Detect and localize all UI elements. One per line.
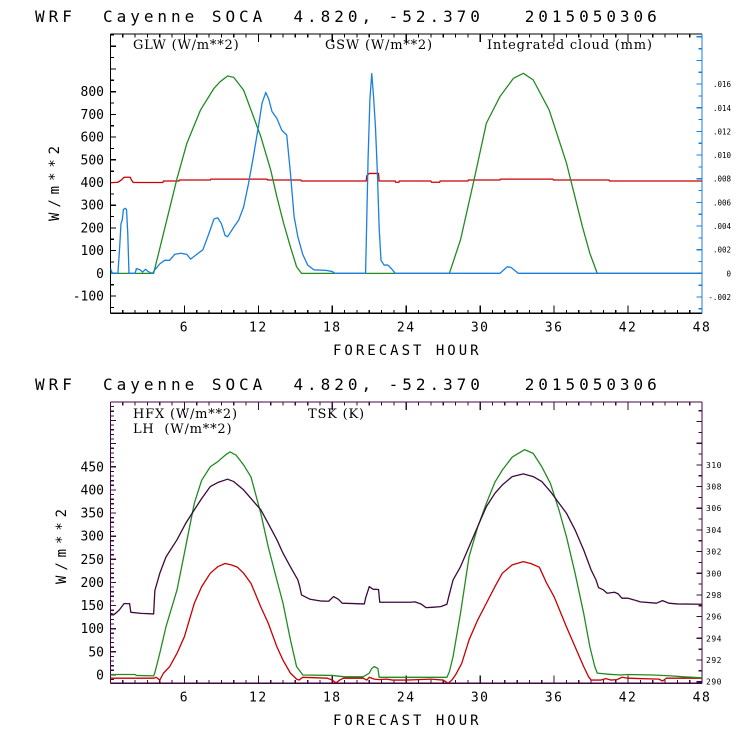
- y-axis-label: W/m**2: [47, 141, 63, 221]
- x-tick-label: 30: [471, 690, 490, 705]
- chart-title: WRF Cayenne SOCA 4.820, -52.370 20150503…: [35, 7, 661, 26]
- y-tick-label: 800: [81, 85, 104, 100]
- series-line-tsk: [110, 473, 702, 616]
- x-tick-label: 12: [249, 690, 268, 705]
- x-tick-label: 30: [471, 320, 490, 335]
- y2-tick-label: 290: [706, 678, 722, 687]
- y-tick-label: 50: [88, 645, 104, 660]
- y2-tick-label: 292: [706, 656, 722, 665]
- x-tick-label: 42: [619, 690, 638, 705]
- x-tick-label: 6: [180, 320, 189, 335]
- y-tick-label: 100: [81, 622, 104, 637]
- y-tick-label: 400: [81, 483, 104, 498]
- y-axis-label: W/m**2: [54, 504, 70, 584]
- radiation-cloud-chart: WRF Cayenne SOCA 4.820, -52.370 20150503…: [35, 7, 731, 359]
- y-tick-label: 300: [81, 199, 104, 214]
- legend-glw: GLW (W/m**2): [133, 38, 239, 53]
- y-tick-label: 500: [81, 153, 104, 168]
- y2-tick-label: 304: [706, 526, 722, 535]
- y-tick-label: 400: [81, 176, 104, 191]
- y2-tick-label: 300: [706, 569, 722, 578]
- y2-tick-label: 310: [706, 461, 722, 470]
- legend-tsk: TSK (K): [308, 407, 365, 422]
- series-line-integrated-cloud: [110, 72, 702, 274]
- y2-tick-label: .006: [713, 198, 732, 207]
- y-tick-label: 0: [96, 668, 104, 683]
- y2-tick-label: .008: [713, 175, 732, 184]
- x-tick-label: 18: [323, 690, 342, 705]
- y2-tick-label: 0: [726, 269, 731, 278]
- y-tick-label: 200: [81, 221, 104, 236]
- x-tick-label: 24: [397, 320, 416, 335]
- legend-hfx: HFX (W/m**2): [133, 407, 238, 422]
- x-tick-label: 24: [397, 690, 416, 705]
- y-tick-label: 600: [81, 131, 104, 146]
- y2-tick-label: .016: [713, 80, 732, 89]
- y2-tick-label: 302: [706, 548, 722, 557]
- legend-lh: LH (W/m**2): [133, 422, 232, 437]
- flux-skin-temperature-chart: WRF Cayenne SOCA 4.820, -52.370 20150503…: [35, 375, 722, 729]
- x-tick-label: 48: [693, 690, 712, 705]
- series-line-glw: [110, 172, 702, 184]
- x-axis-label: FORECAST HOUR: [333, 713, 482, 729]
- y2-tick-label: .010: [713, 151, 732, 160]
- series-line-hfx: [110, 560, 702, 684]
- series-lines: [110, 449, 702, 684]
- axes: 6 12 18 24 30 36 42 48 -100 0 100 200 300 400 500 600 70…: [73, 33, 732, 335]
- y2-tick-label: 308: [706, 483, 722, 492]
- x-tick-label: 12: [249, 320, 268, 335]
- series-line-lh: [110, 449, 702, 679]
- y2-tick-label: .004: [713, 222, 732, 231]
- legend-integrated-cloud: Integrated cloud (mm): [487, 38, 653, 53]
- y2-tick-label: 294: [706, 634, 722, 643]
- y-tick-label: 450: [81, 460, 104, 475]
- y2-tick-label: 298: [706, 591, 722, 600]
- y-tick-label: 0: [96, 267, 104, 282]
- y-tick-label: 150: [81, 599, 104, 614]
- axes: 6 12 18 24 30 36 42 48 0 50 100 150 200 250 300 350 400 4…: [81, 401, 722, 705]
- y-tick-label: 350: [81, 507, 104, 522]
- y-tick-label: 700: [81, 108, 104, 123]
- y-tick-label: 200: [81, 576, 104, 591]
- chart-title: WRF Cayenne SOCA 4.820, -52.370 20150503…: [35, 375, 661, 394]
- x-tick-label: 6: [180, 690, 189, 705]
- y-tick-label: -100: [73, 290, 104, 305]
- x-axis-label: FORECAST HOUR: [333, 343, 482, 359]
- x-tick-label: 36: [545, 690, 564, 705]
- y-tick-label: 100: [81, 244, 104, 259]
- y-tick-label: 250: [81, 553, 104, 568]
- y2-tick-label: -.002: [708, 293, 731, 302]
- y2-tick-label: .002: [713, 246, 731, 255]
- y2-tick-label: .012: [713, 127, 731, 136]
- legend-gsw: GSW (W/m**2): [325, 38, 433, 53]
- x-tick-label: 18: [323, 320, 342, 335]
- series-lines: [110, 72, 702, 274]
- y-tick-label: 300: [81, 530, 104, 545]
- x-tick-label: 48: [693, 320, 712, 335]
- x-tick-label: 36: [545, 320, 564, 335]
- y2-tick-label: .014: [713, 104, 732, 113]
- y2-tick-label: 296: [706, 613, 722, 622]
- y2-tick-label: 306: [706, 504, 722, 513]
- series-line-gsw: [110, 72, 702, 274]
- x-tick-label: 42: [619, 320, 638, 335]
